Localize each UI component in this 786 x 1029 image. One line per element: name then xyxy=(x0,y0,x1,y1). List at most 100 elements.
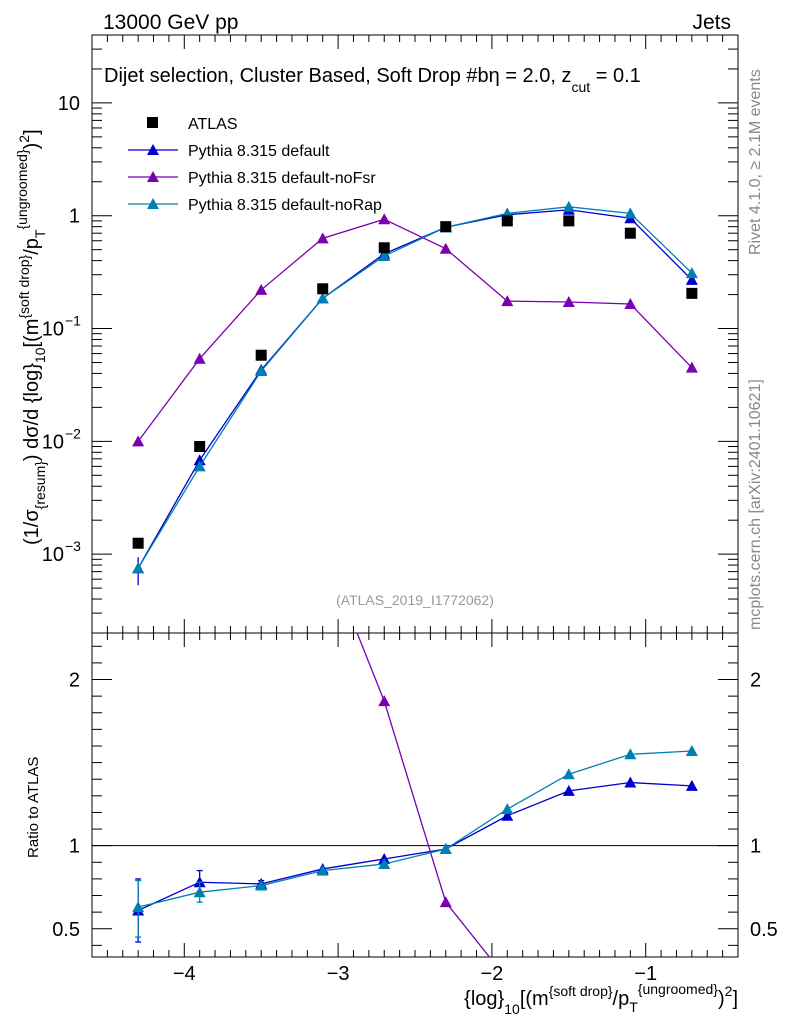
x-axis-label: {log}10[(m{soft drop}/pT{ungroomed})2] xyxy=(464,981,738,1017)
legend-label-default: Pythia 8.315 default xyxy=(188,143,330,160)
main-y-tick-exponent: −2 xyxy=(65,425,81,441)
analysis-id-label: (ATLAS_2019_I1772062) xyxy=(336,592,494,608)
ratio-series-marker-2 xyxy=(316,864,329,876)
legend-label-nofsr: Pythia 8.315 default-noFsr xyxy=(188,170,376,187)
ratio-y-tick-label: 1 xyxy=(69,836,80,858)
main-y-tick-label: 10 xyxy=(42,431,64,453)
atlas-data-marker xyxy=(440,221,452,233)
ratio-y-tick-label: 0.5 xyxy=(52,919,80,941)
legend-marker-atlas xyxy=(147,117,158,128)
main-series-marker-1 xyxy=(378,213,391,225)
rivet-version-label: Rivet 4.1.0, ≥ 2.1M events xyxy=(747,69,764,255)
ratio-axis-ticks xyxy=(91,633,739,957)
main-series-marker-0 xyxy=(685,273,698,285)
ratio-series-marker-2 xyxy=(439,843,452,854)
main-series-marker-2 xyxy=(562,200,575,212)
atlas-data-marker xyxy=(501,215,513,227)
x-tick-label: −4 xyxy=(173,963,196,985)
main-series-marker-1 xyxy=(255,283,268,295)
mcplots-label: mcplots.cern.ch [arXiv:2401.10621] xyxy=(747,379,764,630)
ratio-y-axis-label: Ratio to ATLAS xyxy=(25,757,42,858)
atlas-data-marker xyxy=(132,537,144,549)
main-series-marker-1 xyxy=(316,232,329,244)
main-series-marker-1 xyxy=(193,352,206,364)
ratio-series-marker-0 xyxy=(501,809,514,821)
main-y-tick-label: 1 xyxy=(69,206,80,228)
main-series-marker-1 xyxy=(132,435,145,447)
ratio-series-marker-2 xyxy=(132,901,145,913)
ratio-series-line-0 xyxy=(137,781,692,912)
main-series-marker-1 xyxy=(624,297,637,309)
main-series-line-2 xyxy=(137,206,693,569)
main-y-tick-exponent: −3 xyxy=(65,538,81,554)
main-series-marker-2 xyxy=(193,460,206,472)
main-series-marker-1 xyxy=(501,295,514,307)
main-y-tick-label: 10 xyxy=(42,319,64,341)
ratio-y-tick-label-right: 2 xyxy=(750,670,761,692)
legend: ATLAS Pythia 8.315 default Pythia 8.315 … xyxy=(128,116,382,214)
ratio-series-marker-1 xyxy=(439,896,452,908)
main-series-marker-1 xyxy=(685,361,698,373)
ratio-y-tick-labels-left: 0.5 1 2 xyxy=(52,670,80,941)
ratio-series-marker-2 xyxy=(378,857,391,869)
energy-label: 13000 GeV pp xyxy=(103,11,238,34)
ratio-panel-frame xyxy=(91,632,739,958)
ratio-series-marker-2 xyxy=(193,886,206,898)
ratio-series-marker-2 xyxy=(255,879,268,891)
main-series-marker-1 xyxy=(562,295,575,307)
ratio-series-marker-2 xyxy=(501,803,514,815)
legend-marker-norap xyxy=(147,198,159,209)
x-tick-label: −1 xyxy=(634,963,657,985)
x-tick-label: −3 xyxy=(327,963,350,985)
x-tick-label: −2 xyxy=(480,963,503,985)
main-y-axis-label: (1/σ{resum}) dσ/d {log}10[(m{soft drop}/… xyxy=(14,129,48,545)
ratio-series-marker-0 xyxy=(685,779,698,791)
process-label: Jets xyxy=(692,11,731,34)
main-series-marker-2 xyxy=(255,365,268,377)
ratio-series-marker-1 xyxy=(378,695,391,707)
main-series-line-1 xyxy=(137,218,693,442)
legend-label-norap: Pythia 8.315 default-noRap xyxy=(188,197,382,214)
legend-marker-default xyxy=(147,144,159,155)
main-series-marker-1 xyxy=(439,242,452,254)
legend-marker-nofsr xyxy=(147,171,159,182)
ratio-y-tick-label: 2 xyxy=(69,670,80,692)
x-tick-labels: −4 −3 −2 −1 xyxy=(173,963,657,985)
ratio-series-marker-2 xyxy=(685,744,698,756)
main-series-marker-2 xyxy=(685,267,698,279)
atlas-data-marker xyxy=(624,227,636,239)
plot-title: Dijet selection, Cluster Based, Soft Dro… xyxy=(104,65,641,95)
atlas-data-marker xyxy=(563,215,575,227)
ratio-y-tick-labels-right: 0.5 1 2 xyxy=(750,670,778,941)
atlas-data-marker xyxy=(378,242,390,254)
atlas-data-marker xyxy=(317,283,329,295)
ratio-y-tick-label-right: 0.5 xyxy=(750,919,778,941)
atlas-data-marker xyxy=(686,287,698,299)
main-series-marker-2 xyxy=(316,292,329,304)
ratio-series-line-1 xyxy=(356,633,491,957)
ratio-series-marker-2 xyxy=(562,768,575,780)
main-series-marker-2 xyxy=(624,207,637,219)
main-axis-ticks xyxy=(91,34,739,634)
ratio-series-line-2 xyxy=(137,750,692,908)
legend-label-atlas: ATLAS xyxy=(188,116,238,133)
main-series-line-0 xyxy=(137,209,693,569)
ratio-series-marker-1 xyxy=(686,969,698,980)
main-y-tick-label: 10 xyxy=(58,93,80,115)
ratio-series-marker-0 xyxy=(562,784,575,796)
main-y-tick-label: 10 xyxy=(42,544,64,566)
main-series-marker-2 xyxy=(132,562,145,574)
atlas-data-marker xyxy=(255,349,267,361)
ratio-series-marker-1 xyxy=(317,541,329,552)
ratio-y-tick-label-right: 1 xyxy=(750,836,761,858)
ratio-series-marker-0 xyxy=(624,776,637,788)
main-y-tick-exponent: −1 xyxy=(65,313,81,329)
main-series-marker-2 xyxy=(378,249,391,261)
ratio-series-group xyxy=(132,541,698,980)
main-series-group xyxy=(132,200,698,586)
atlas-data-marker xyxy=(194,441,206,453)
ratio-series-marker-2 xyxy=(624,748,637,760)
